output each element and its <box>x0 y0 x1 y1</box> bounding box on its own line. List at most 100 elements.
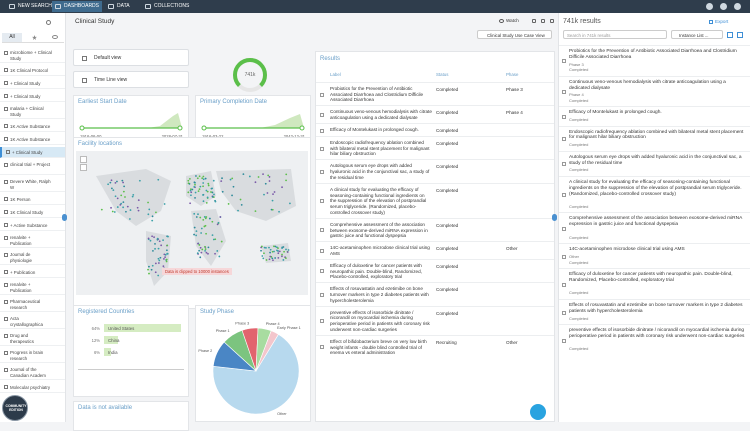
row-checkbox[interactable] <box>320 170 324 175</box>
row-checkbox[interactable] <box>320 199 324 204</box>
item-checkbox[interactable] <box>562 89 566 94</box>
sidebar-item[interactable]: Molecular psychiatry <box>0 382 65 393</box>
column-header[interactable]: Phase <box>506 72 519 77</box>
item-checkbox[interactable] <box>562 226 566 231</box>
zoom-button[interactable] <box>80 164 87 171</box>
item-checkbox[interactable] <box>562 193 566 198</box>
list-item[interactable]: 14C-acetaminophen microdose clinical tri… <box>559 243 750 268</box>
table-row[interactable]: Comprehensive assessment of the associat… <box>316 217 554 241</box>
row-checkbox[interactable] <box>320 92 324 97</box>
header-icon[interactable] <box>532 19 536 23</box>
table-row[interactable]: A clinical study for evaluating the effi… <box>316 182 554 218</box>
row-checkbox[interactable] <box>320 269 324 274</box>
table-row[interactable]: Efficacy of Montelukast in prolonged cou… <box>316 123 554 136</box>
sidebar-item[interactable]: Devere White, Ralph W <box>0 177 65 192</box>
nav-button[interactable]: NEW SEARCH <box>6 1 55 12</box>
table-row[interactable]: Endoscopic radiofrequency ablation combi… <box>316 136 554 159</box>
list-item[interactable]: Continuous veno-venous hemodialysis with… <box>559 75 750 107</box>
nav-button[interactable]: DATA <box>105 1 133 12</box>
table-row[interactable]: preventive effects of isosorbide dinitra… <box>316 305 554 335</box>
header-icon[interactable] <box>550 19 554 23</box>
sidebar-item[interactable]: Progress in brain research <box>0 348 65 363</box>
sidebar-item[interactable]: 1K Clinical Protocol <box>0 65 65 76</box>
sidebar-item[interactable]: microbiome + Clinical Study <box>0 48 65 63</box>
sidebar-item[interactable]: 1K Person <box>0 194 65 205</box>
row-checkbox[interactable] <box>320 248 324 253</box>
table-row[interactable]: Continuous veno-venous hemodialysis with… <box>316 105 554 123</box>
search-input[interactable]: Search in 741k results <box>563 30 667 39</box>
table-row[interactable]: Probiotics for the Prevention of Antibio… <box>316 82 554 105</box>
search-icon[interactable] <box>46 20 51 25</box>
item-checkbox[interactable] <box>562 254 566 259</box>
item-checkbox[interactable] <box>562 162 566 167</box>
layout-toggle[interactable] <box>727 32 733 38</box>
sidebar-item[interactable]: 1K Active Substance <box>0 134 65 145</box>
table-row[interactable]: Effect of bifidobacterium breve on very … <box>316 334 554 358</box>
export-button[interactable]: Export <box>709 19 728 26</box>
tab-star[interactable] <box>32 35 37 40</box>
table-row[interactable]: Efficacy of duloxetine for cancer patien… <box>316 258 554 282</box>
tab-eye[interactable] <box>52 35 58 39</box>
list-item[interactable]: preventive effects of isosorbide dinitra… <box>559 324 750 355</box>
sidebar-item[interactable]: 1K Active Substance <box>0 121 65 132</box>
collapse-handle[interactable] <box>62 214 67 221</box>
list-item[interactable]: Endoscopic radiofrequency ablation combi… <box>559 125 750 151</box>
top-icon[interactable] <box>734 3 741 10</box>
sidebar-item[interactable]: Journal de physiologie <box>0 250 65 265</box>
column-header[interactable]: Status <box>436 72 449 77</box>
view-dropdown[interactable]: Instance List ... <box>671 30 723 39</box>
nav-button[interactable]: DASHBOARDS <box>52 1 103 12</box>
list-item[interactable]: A clinical study for evaluating the effi… <box>559 175 750 213</box>
layout-toggle[interactable] <box>737 32 743 38</box>
row-checkbox[interactable] <box>320 345 324 350</box>
sidebar-item[interactable]: + Publication <box>0 267 65 278</box>
top-icon[interactable] <box>706 3 713 10</box>
view-button[interactable]: Default view <box>73 49 189 66</box>
view-button[interactable]: Time Line view <box>73 71 189 88</box>
item-checkbox[interactable] <box>562 282 566 287</box>
item-checkbox[interactable] <box>562 338 566 343</box>
list-item[interactable]: Efficacy of duloxetine for cancer patien… <box>559 268 750 299</box>
table-row[interactable]: 14C-acetaminophen microdose clinical tri… <box>316 241 554 259</box>
watch-button[interactable]: Watch <box>499 18 519 25</box>
row-checkbox[interactable] <box>320 146 324 151</box>
table-row[interactable]: Autologous serum eye drops with added hy… <box>316 159 554 182</box>
item-checkbox[interactable] <box>562 114 566 119</box>
list-item[interactable]: Comprehensive assessment of the associat… <box>559 212 750 243</box>
fab-add[interactable] <box>530 404 546 420</box>
sidebar-item[interactable]: malaria + Clinical Study <box>0 104 65 119</box>
tab-all[interactable]: All <box>2 33 22 42</box>
header-icon[interactable] <box>541 19 545 23</box>
row-checkbox[interactable] <box>320 228 324 233</box>
list-item[interactable]: Efficacy of Montelukast in prolonged cou… <box>559 106 750 125</box>
item-checkbox[interactable] <box>562 310 566 315</box>
item-checkbox[interactable] <box>562 59 566 64</box>
zoom-button[interactable] <box>80 156 87 163</box>
nav-button[interactable]: COLLECTIONS <box>142 1 192 12</box>
sidebar-item[interactable]: clinical trial + Project <box>0 160 65 175</box>
sidebar-item[interactable]: + Clinical Study <box>0 91 65 102</box>
table-row[interactable]: Effects of rosuvastatin and ezetimibe on… <box>316 282 554 305</box>
column-header[interactable]: Label <box>330 72 341 77</box>
view-select[interactable]: Clinical Study Use Case View <box>477 30 552 39</box>
sidebar-item[interactable]: + Active Substance <box>0 220 65 231</box>
sidebar-item[interactable]: 1K Clinical Study <box>0 207 65 218</box>
list-item[interactable]: Autologous serum eye drops with added hy… <box>559 150 750 176</box>
sidebar-item[interactable]: + Clinical Study <box>0 78 65 89</box>
sidebar-item[interactable]: Acta crystallographica <box>0 314 65 329</box>
sidebar-item[interactable]: Journal of the Canadian Academ <box>0 365 65 380</box>
filter-input[interactable] <box>78 362 184 370</box>
sidebar-item[interactable]: renalvite + Publication <box>0 280 65 295</box>
top-icon[interactable] <box>720 3 727 10</box>
sidebar-item[interactable]: Drug and therapeutics <box>0 331 65 346</box>
item-checkbox[interactable] <box>562 137 566 142</box>
collapse-handle[interactable] <box>552 214 557 221</box>
list-item[interactable]: Effects of rosuvastatin and ezetimibe on… <box>559 299 750 324</box>
row-checkbox[interactable] <box>320 113 324 118</box>
row-checkbox[interactable] <box>320 319 324 324</box>
sidebar-item[interactable]: Pharmaceutical research <box>0 297 65 312</box>
sidebar-item[interactable]: + Clinical Study <box>0 147 65 158</box>
sidebar-item[interactable]: renalvite + Publication <box>0 233 65 248</box>
list-item[interactable]: Probiotics for the Prevention of Antibio… <box>559 45 750 76</box>
row-checkbox[interactable] <box>320 292 324 297</box>
